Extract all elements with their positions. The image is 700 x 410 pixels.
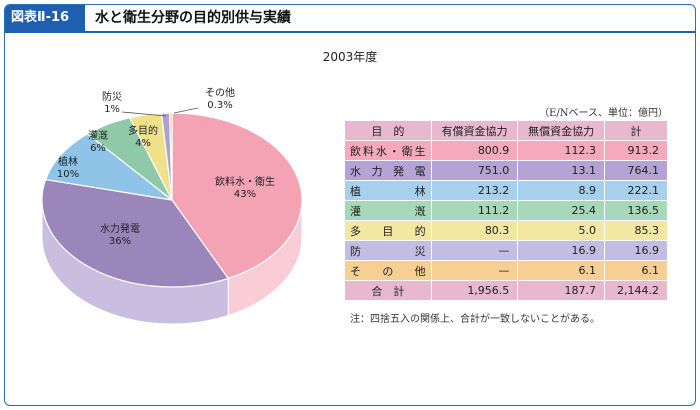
loan-value: 800.9 xyxy=(430,140,519,161)
chart-title: 2003年度 xyxy=(322,50,378,64)
pie-slice-2 xyxy=(44,133,173,201)
slice-value-label: 1% xyxy=(104,104,120,115)
total-value: 764.1 xyxy=(603,160,669,181)
pie-slice-1 xyxy=(41,178,230,288)
table-row: 飲料水・衛生 800.9 112.3 913.2 xyxy=(344,140,669,161)
loan-value: — xyxy=(430,260,519,281)
table-row: 植林 213.2 8.9 222.1 xyxy=(344,180,669,201)
slice-value-label: 6% xyxy=(90,143,106,154)
slice-value-label: 0.3% xyxy=(207,100,232,111)
total-value: 222.1 xyxy=(603,180,669,201)
figure-number: 図表Ⅱ-16 xyxy=(5,5,85,31)
leader-line-6 xyxy=(173,107,199,114)
loan-value: 80.3 xyxy=(430,220,519,241)
slice-label: 植林 xyxy=(58,155,78,168)
table-header-row: 目 的 有償資金協力 無償資金協力 計 xyxy=(344,120,669,141)
row-label: 水力発電 xyxy=(344,160,432,181)
header-rule xyxy=(5,31,695,33)
loan-value: — xyxy=(430,240,519,261)
slice-value-label: 10% xyxy=(57,169,79,180)
grant-value: 6.1 xyxy=(517,260,605,281)
loan-value: 213.2 xyxy=(430,180,519,201)
table-total-row: 合 計 1,956.5 187.7 2,144.2 xyxy=(344,280,669,301)
header-total: 計 xyxy=(603,120,669,141)
header-purpose: 目 的 xyxy=(344,120,432,141)
grant-value: 112.3 xyxy=(517,140,605,161)
table-row: 水力発電 751.0 13.1 764.1 xyxy=(344,160,669,181)
slice-value-label: 43% xyxy=(234,189,256,200)
slice-value-label: 36% xyxy=(109,236,131,247)
row-label: 防災 xyxy=(344,240,432,261)
total-value: 136.5 xyxy=(603,200,669,221)
slice-label: 飲料水・衛生 xyxy=(215,175,275,188)
total-total: 2,144.2 xyxy=(603,280,669,301)
grant-value: 13.1 xyxy=(517,160,605,181)
pie-slice-6 xyxy=(169,112,173,201)
slice-label: 灌漑 xyxy=(88,129,108,142)
row-label: 多目的 xyxy=(344,220,432,241)
table-row: その他 —6.1 6.1 xyxy=(344,260,669,281)
figure-title: 水と衛生分野の目的別供与実績 xyxy=(95,10,291,26)
total-grant: 187.7 xyxy=(517,280,605,301)
slice-label: その他 xyxy=(205,86,235,99)
loan-value: 751.0 xyxy=(430,160,519,181)
row-label: 飲料水・衛生 xyxy=(344,140,432,161)
table-row: 灌漑 111.2 25.4 136.5 xyxy=(344,200,669,221)
unit-note: （E/Nベース、単位：億円） xyxy=(539,108,668,119)
row-label: 灌漑 xyxy=(344,200,432,221)
slice-label: 水力発電 xyxy=(100,222,140,235)
loan-value: 111.2 xyxy=(430,200,519,221)
table-row: 多目的 80.3 5.0 85.3 xyxy=(344,220,669,241)
header-loan: 有償資金協力 xyxy=(430,120,519,141)
total-value: 16.9 xyxy=(603,240,669,261)
grant-value: 25.4 xyxy=(517,200,605,221)
row-label: その他 xyxy=(344,260,432,281)
grant-value: 8.9 xyxy=(517,180,605,201)
total-value: 913.2 xyxy=(603,140,669,161)
header-grant: 無償資金協力 xyxy=(517,120,605,141)
slice-label: 防災 xyxy=(102,90,122,103)
table-row: 防災 —16.9 16.9 xyxy=(344,240,669,261)
slice-value-label: 4% xyxy=(135,138,151,149)
figure-header: 図表Ⅱ-16 水と衛生分野の目的別供与実績 xyxy=(5,5,695,33)
data-table: 目 的 有償資金協力 無償資金協力 計 飲料水・衛生 800.9 112.3 913.… xyxy=(344,120,669,301)
pie-slice-0 xyxy=(171,112,303,280)
grant-value: 5.0 xyxy=(517,220,605,241)
leader-line-5 xyxy=(121,111,167,117)
grant-value: 16.9 xyxy=(517,240,605,261)
footnote: 注：四捨五入の関係上、合計が一致しないことがある。 xyxy=(350,314,600,325)
row-label: 植林 xyxy=(344,180,432,201)
total-value: 85.3 xyxy=(603,220,669,241)
slice-label: 多目的 xyxy=(128,124,158,137)
total-value: 6.1 xyxy=(603,260,669,281)
total-loan: 1,956.5 xyxy=(430,280,519,301)
total-label: 合 計 xyxy=(344,280,432,301)
